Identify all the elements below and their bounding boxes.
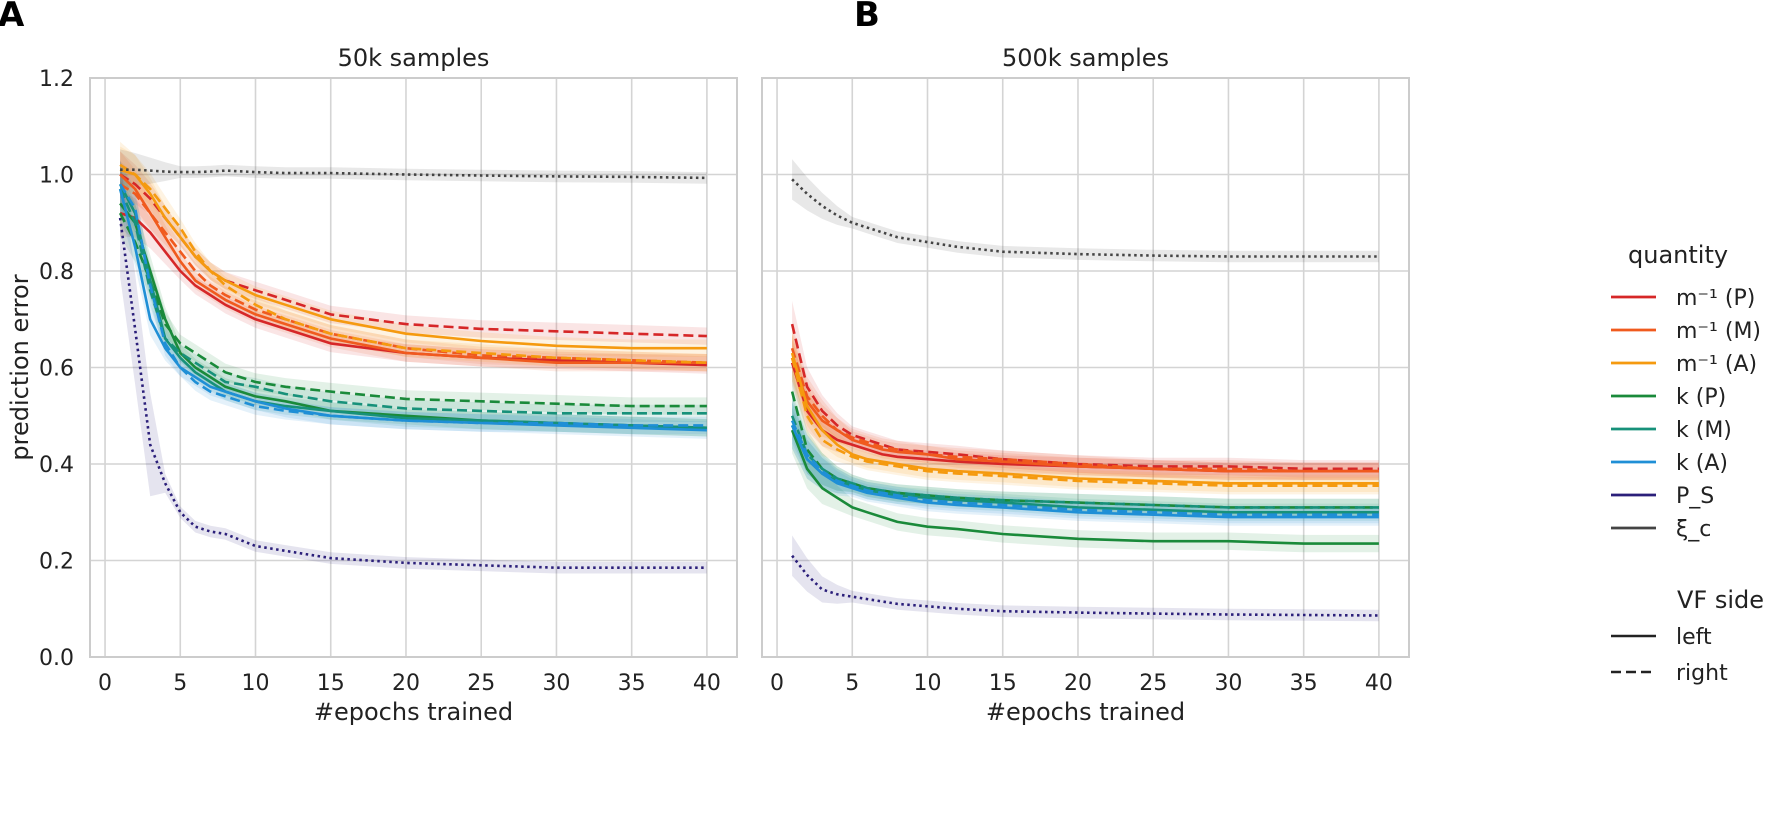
x-tick-label: 10	[914, 671, 942, 696]
series-line-m_A-solid	[119, 168, 707, 350]
series-line-m_M-solid	[119, 173, 707, 365]
confidence-band	[792, 159, 1379, 263]
confidence-band	[792, 402, 1379, 521]
x-tick-label: 40	[1365, 671, 1393, 696]
panel-letter-a: A	[0, 0, 25, 35]
series-line-k_M-dashed	[118, 188, 707, 415]
y-tick-label: 0.6	[39, 357, 74, 382]
confidence-band	[792, 339, 1379, 480]
legend-label-k_M: k (M)	[1676, 418, 1732, 443]
x-tick-label: 35	[1290, 671, 1318, 696]
confidence-band	[792, 392, 1379, 517]
panel-a-plot: 0 5 10 15 20 25 30 35 40 0.0 0.2 0.4 0.6 0.8 1.0 1.2 pre…	[6, 44, 738, 726]
series-line-xi_c-dotted	[120, 168, 707, 180]
axes-frame	[761, 77, 1410, 658]
series-line-m_P-solid	[790, 362, 1379, 473]
x-tick-label: 10	[242, 671, 270, 696]
y-tick-label: 0.8	[39, 260, 74, 285]
legend-side-label: left	[1676, 625, 1712, 650]
confidence-band	[120, 151, 707, 372]
x-tick-label: 20	[1064, 671, 1092, 696]
series-line-k_M-dashed	[790, 415, 1379, 509]
legend-label-xi_c: ξ_c	[1676, 517, 1711, 542]
panel-title: 500k samples	[1002, 44, 1169, 72]
series-line-P_S-dotted	[791, 554, 1379, 617]
legend: quantity m⁻¹ (P) m⁻¹ (M) m⁻¹ (A) k (P) k (M)…	[1611, 241, 1764, 686]
x-tick-label: 30	[1214, 671, 1242, 696]
series-line-m_A-solid	[790, 352, 1379, 485]
confidence-band	[120, 189, 707, 374]
confidence-band	[120, 149, 707, 190]
series-line-m_P-dashed	[119, 173, 707, 338]
y-tick-label: 0.4	[39, 453, 74, 478]
x-tick-label: 40	[693, 671, 721, 696]
x-tick-label: 0	[770, 671, 784, 696]
legend-quantity-title: quantity	[1628, 241, 1728, 269]
confidence-band	[120, 151, 707, 345]
confidence-band	[792, 402, 1379, 526]
legend-side-label: right	[1676, 661, 1728, 686]
x-tick-label: 25	[467, 671, 495, 696]
confidence-band	[792, 407, 1379, 553]
legend-side-title: VF side	[1677, 586, 1764, 614]
x-tick-label: 20	[392, 671, 420, 696]
series-line-m_A-dashed	[119, 163, 707, 364]
series-line-m_A-dashed	[790, 357, 1379, 488]
confidence-band	[792, 368, 1379, 517]
legend-label-m_A: m⁻¹ (A)	[1676, 352, 1757, 377]
panel-letter-b: B	[854, 0, 880, 35]
x-axis-label: #epochs trained	[314, 698, 513, 726]
legend-sides: left right	[1611, 625, 1728, 686]
legend-label-P_S: P_S	[1676, 484, 1714, 509]
series-line-m_P-dashed	[790, 323, 1379, 471]
x-tick-label: 0	[98, 671, 112, 696]
x-tick-label: 30	[542, 671, 570, 696]
series-line-k_A-dashed	[118, 183, 707, 427]
series-line-xi_c-dotted	[791, 178, 1379, 258]
confidence-band	[792, 334, 1379, 480]
legend-items: m⁻¹ (P) m⁻¹ (M) m⁻¹ (A) k (P) k (M) k (A) P_S ξ…	[1611, 286, 1761, 542]
panel-title: 50k samples	[338, 44, 490, 72]
legend-label-k_A: k (A)	[1676, 451, 1728, 476]
series-line-k_A-solid	[790, 424, 1379, 519]
x-tick-label: 15	[317, 671, 345, 696]
confidence-band	[792, 325, 1379, 480]
series-line-k_A-dashed	[790, 420, 1379, 517]
x-tick-label: 5	[845, 671, 859, 696]
x-tick-label: 5	[173, 671, 187, 696]
confidence-band	[792, 397, 1379, 524]
legend-label-k_P: k (P)	[1676, 385, 1726, 410]
y-tick-label: 1.2	[39, 67, 74, 92]
axes-frame	[89, 77, 738, 658]
confidence-band	[120, 146, 707, 357]
confidence-band	[792, 334, 1379, 495]
x-tick-label: 35	[618, 671, 646, 696]
y-tick-label: 1.0	[39, 164, 74, 189]
series-line-k_P-dashed	[118, 212, 707, 408]
x-tick-label: 15	[989, 671, 1017, 696]
y-tick-label: 0.2	[39, 550, 74, 575]
y-axis-label: prediction error	[6, 274, 34, 460]
panel-b-plot: 0 5 10 15 20 25 30 35 40 500k samples #epochs trai…	[761, 44, 1410, 726]
confidence-band	[792, 329, 1379, 492]
legend-label-m_P: m⁻¹ (P)	[1676, 286, 1755, 311]
series-line-k_P-solid	[790, 429, 1379, 545]
confidence-band	[792, 535, 1379, 622]
x-tick-label: 25	[1139, 671, 1167, 696]
x-axis-label: #epochs trained	[986, 698, 1185, 726]
series-line-m_M-dashed	[790, 347, 1379, 473]
legend-label-m_M: m⁻¹ (M)	[1676, 319, 1761, 344]
y-tick-label: 0.0	[39, 646, 74, 671]
